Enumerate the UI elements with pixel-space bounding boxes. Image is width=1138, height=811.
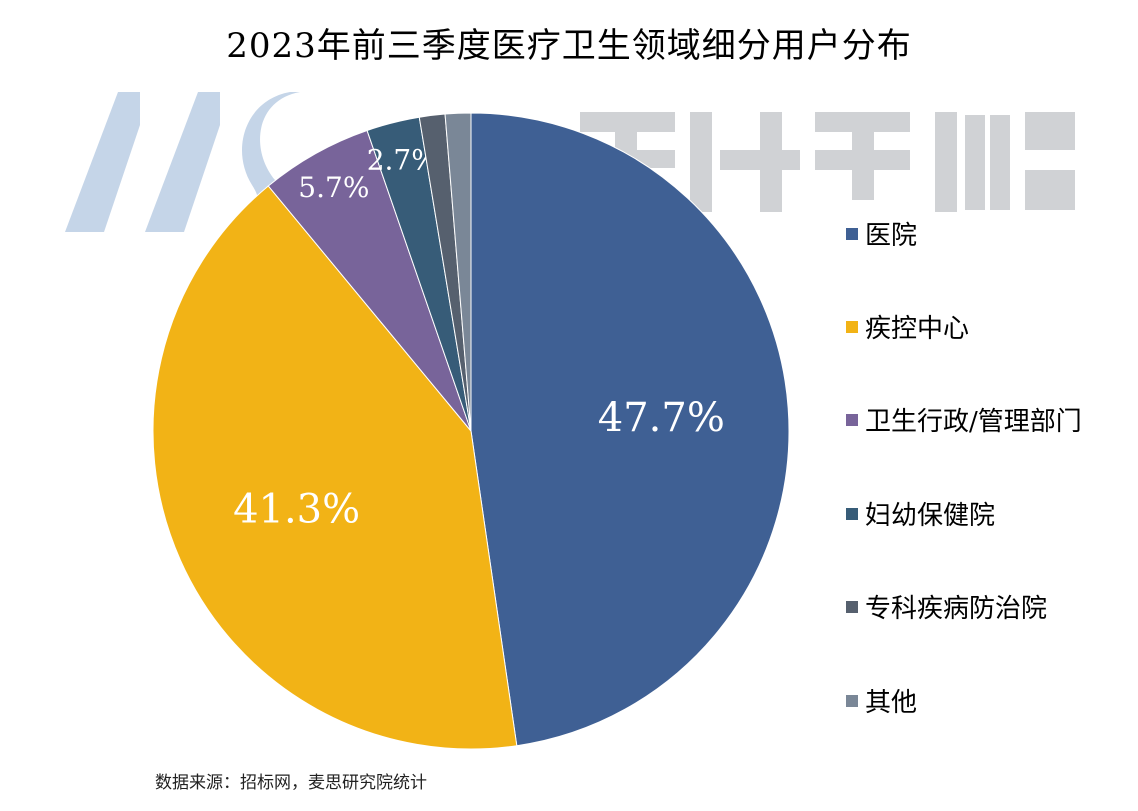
data-label-1: 41.3%	[233, 486, 360, 532]
legend-label: 卫生行政/管理部门	[865, 407, 1082, 437]
data-label-2: 5.7%	[298, 171, 369, 204]
legend-label: 疾控中心	[865, 314, 970, 344]
legend-item: 妇幼保健院	[846, 495, 1000, 532]
source-note: 数据来源：招标网，麦思研究院统计	[155, 773, 427, 793]
legend-swatch	[846, 507, 858, 520]
chart-title: 2023年前三季度医疗卫生领域细分用户分布	[226, 26, 912, 66]
legend-swatch	[846, 227, 858, 240]
legend-item: 医院	[846, 215, 922, 252]
legend-label: 妇幼保健院	[865, 501, 996, 531]
data-label-0: 47.7%	[598, 395, 725, 441]
legend-item: 卫生行政/管理部门	[846, 401, 1086, 438]
legend-label: 医院	[865, 221, 918, 251]
legend-item: 其他	[846, 682, 922, 719]
legend-swatch	[846, 694, 858, 707]
legend-swatch	[846, 600, 858, 613]
legend-item: 疾控中心	[846, 308, 974, 345]
pie-slice-0	[470, 112, 790, 747]
pie-slice-1	[152, 185, 518, 750]
pie-slice-5	[444, 112, 472, 432]
legend-label: 其他	[865, 688, 918, 718]
watermark-lettering	[580, 112, 1075, 212]
legend-swatch	[846, 413, 858, 426]
legend-item: 专科疾病防治院	[846, 588, 1052, 625]
legend-label: 专科疾病防治院	[865, 594, 1048, 624]
legend-swatch	[846, 320, 858, 333]
